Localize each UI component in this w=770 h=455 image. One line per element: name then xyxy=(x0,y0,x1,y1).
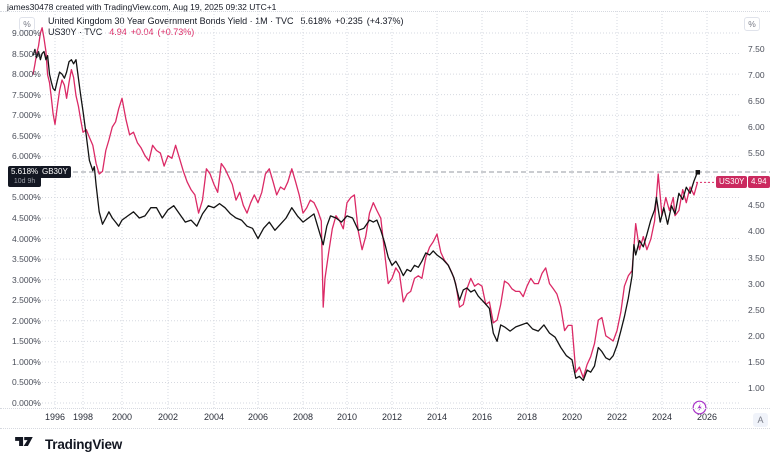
footer: TradingView xyxy=(14,434,122,454)
left-axis-tick-label: 7.000% xyxy=(12,110,41,121)
left-axis-tick-label: 2.500% xyxy=(12,295,41,306)
left-axis-tick-label: 6.500% xyxy=(12,130,41,141)
left-axis-tick-label: 4.500% xyxy=(12,213,41,223)
legend-compare-change-pct: (+0.73%) xyxy=(157,27,195,37)
attribution-text: james30478 created with TradingView.com,… xyxy=(7,2,277,12)
right-axis-tick-label: 2.50 xyxy=(748,304,765,315)
time-axis-tick-label: 2000 xyxy=(111,412,133,422)
time-axis-tick-label: 2022 xyxy=(606,412,628,422)
top-divider xyxy=(0,11,770,12)
right-axis-tick-label: 7.00 xyxy=(748,69,765,80)
right-scale-unit-chip[interactable]: % xyxy=(744,17,760,31)
time-axis-tick-label: 2016 xyxy=(471,412,493,422)
time-axis-tick-label: 2010 xyxy=(336,412,358,422)
time-axis-tick-label: 2026 xyxy=(696,412,718,422)
right-axis-tick-label: 4.50 xyxy=(748,200,765,211)
legend-main-value: 5.618% xyxy=(300,16,331,26)
legend-main-change: +0.235 xyxy=(335,16,363,26)
time-axis-tick-label: 2014 xyxy=(426,412,448,422)
tradingview-logo-icon[interactable] xyxy=(14,434,39,454)
legend-compare-change: +0.04 xyxy=(130,27,154,37)
left-axis-tick-label: 8.000% xyxy=(12,69,41,80)
time-axis-tick-label: 1996 xyxy=(44,412,66,422)
gb30y-price-label: 5.618% 10d 9h xyxy=(8,166,42,187)
time-axis-tick-label: 2012 xyxy=(381,412,403,422)
time-axis-tick-label: 2006 xyxy=(247,412,269,422)
gb30y-symbol-label: GB30Y xyxy=(39,166,71,178)
gb30y-series-line xyxy=(32,48,699,382)
time-axis-tick-label: 2018 xyxy=(516,412,538,422)
price-chart-canvas[interactable] xyxy=(0,11,770,408)
left-axis-tick-label: 3.500% xyxy=(12,254,41,265)
time-axis-divider xyxy=(0,408,770,409)
left-axis-tick-label: 2.000% xyxy=(12,315,41,326)
legend-compare-value: 4.94 xyxy=(109,27,127,37)
brand-name[interactable]: TradingView xyxy=(45,436,123,452)
left-scale-unit-chip[interactable]: % xyxy=(19,17,35,31)
legend-main-row: United Kingdom 30 Year Government Bonds … xyxy=(48,16,404,27)
legend-main-title: United Kingdom 30 Year Government Bonds … xyxy=(48,16,294,26)
left-axis-tick-label: 4.000% xyxy=(12,233,41,244)
us30y-symbol-label: US30Y xyxy=(716,176,748,188)
left-axis-tick-label: 0.000% xyxy=(12,398,41,408)
right-axis-tick-label: 2.00 xyxy=(748,330,765,341)
legend-compare-title: US30Y · TVC xyxy=(48,27,103,37)
us30y-series-line xyxy=(32,27,699,379)
gb30y-last-bar-marker xyxy=(695,170,701,175)
right-axis-tick-label: 3.00 xyxy=(748,278,765,289)
time-axis-tick-label: 2020 xyxy=(561,412,583,422)
left-axis-tick-label: 5.000% xyxy=(12,192,41,203)
right-scale-unit-label: % xyxy=(748,19,756,29)
left-axis-tick-label: 1.000% xyxy=(12,356,41,367)
legend-main-change-pct: (+4.37%) xyxy=(366,16,404,26)
legend: United Kingdom 30 Year Government Bonds … xyxy=(48,16,404,38)
left-axis-tick-label: 0.500% xyxy=(12,377,41,388)
left-scale-unit-label: % xyxy=(23,19,31,29)
legend-compare-row: US30Y · TVC 4.94 +0.04 (+0.73%) xyxy=(48,27,404,38)
right-axis-tick-label: 5.50 xyxy=(748,148,765,159)
time-axis-tick-label: 2024 xyxy=(651,412,673,422)
left-axis-tick-label: 3.000% xyxy=(12,274,41,285)
right-axis-tick-label: 6.00 xyxy=(748,122,765,132)
right-axis-tick-label: 6.50 xyxy=(748,95,765,106)
gb30y-price-value: 5.618% xyxy=(11,167,39,176)
time-axis-tick-label: 2008 xyxy=(292,412,314,422)
gb30y-bar-countdown: 10d 9h xyxy=(13,178,36,185)
right-axis-tick-label: 4.00 xyxy=(748,226,765,237)
left-axis-tick-label: 8.500% xyxy=(12,48,41,59)
right-axis-tick-label: 7.50 xyxy=(748,43,765,54)
right-axis-tick-label: 1.50 xyxy=(748,356,765,367)
left-axis-tick-label: 7.500% xyxy=(12,89,41,100)
time-axis-tick-label: 2004 xyxy=(203,412,225,422)
auto-scale-button[interactable]: A xyxy=(753,413,768,427)
us30y-price-label: 4.94 xyxy=(748,176,770,188)
left-axis-tick-label: 6.000% xyxy=(12,151,41,162)
footer-divider xyxy=(0,428,770,429)
realtime-bolt-icon[interactable] xyxy=(692,400,707,420)
time-axis-tick-label: 2002 xyxy=(157,412,179,422)
left-axis-tick-label: 1.500% xyxy=(12,336,41,347)
time-axis-tick-label: 1998 xyxy=(72,412,94,422)
right-axis-tick-label: 1.00 xyxy=(748,383,765,393)
right-axis-tick-label: 3.50 xyxy=(748,252,765,263)
left-axis-tick-label: 9.000% xyxy=(12,28,41,38)
